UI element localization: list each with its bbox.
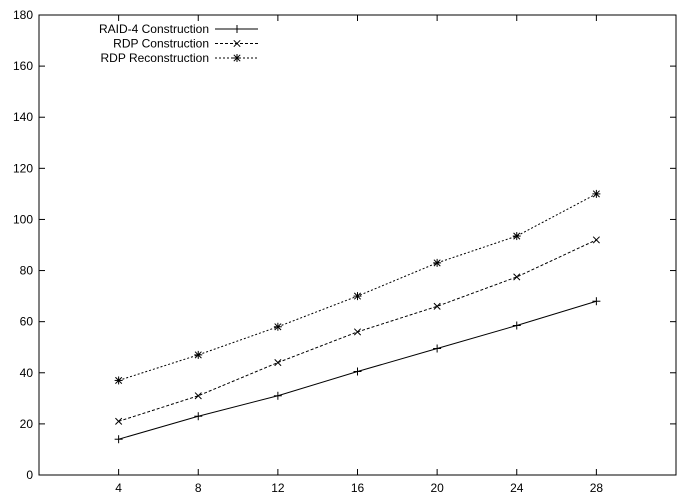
y-tick-label: 100 — [13, 212, 33, 226]
data-point — [194, 412, 203, 421]
data-point — [513, 273, 521, 281]
x-tick-label: 16 — [351, 481, 365, 495]
data-point — [114, 435, 123, 444]
data-point — [433, 302, 441, 310]
data-point — [353, 367, 362, 376]
data-point — [433, 258, 442, 267]
x-tick-label: 20 — [430, 481, 444, 495]
y-tick-label: 80 — [20, 264, 34, 278]
data-point — [233, 54, 241, 62]
data-point — [115, 417, 123, 425]
x-tick-label: 4 — [115, 481, 122, 495]
data-point — [194, 350, 203, 359]
series-line — [118, 193, 597, 381]
y-tick-label: 140 — [13, 110, 33, 124]
data-point — [353, 292, 362, 301]
series-2 — [115, 236, 600, 425]
legend-label: RDP Reconstruction — [101, 51, 210, 65]
data-point — [592, 297, 601, 306]
y-tick-label: 60 — [20, 315, 34, 329]
legend-item: RDP Construction — [113, 37, 258, 51]
legend-label: RDP Construction — [113, 37, 209, 51]
legend-label: RAID-4 Construction — [99, 22, 209, 36]
x-tick-label: 24 — [510, 481, 524, 495]
x-tick-label: 12 — [271, 481, 285, 495]
data-point — [273, 322, 282, 331]
y-axis: 0 20 40 60 80 100 120 140 160 180 — [13, 8, 676, 482]
series-line — [118, 239, 597, 422]
y-tick-label: 120 — [13, 161, 33, 175]
data-point — [274, 359, 282, 367]
data-point — [353, 328, 362, 336]
x-axis: 4 8 12 16 20 24 28 — [115, 15, 603, 495]
x-tick-label: 28 — [590, 481, 604, 495]
series-layer — [114, 189, 601, 444]
data-point — [592, 189, 601, 198]
data-point — [233, 39, 241, 48]
data-point — [512, 321, 521, 330]
y-tick-label: 0 — [26, 468, 33, 482]
series-3 — [114, 189, 601, 385]
data-point — [194, 392, 202, 400]
data-point — [592, 236, 600, 244]
x-tick-label: 8 — [195, 481, 202, 495]
data-point — [273, 391, 282, 400]
y-tick-label: 20 — [20, 417, 34, 431]
data-point — [512, 232, 521, 241]
data-point — [114, 376, 123, 385]
legend-item: RAID-4 Construction — [99, 22, 258, 36]
series-1 — [114, 297, 601, 444]
plot-frame — [38, 14, 677, 476]
legend-item: RDP Reconstruction — [101, 51, 258, 65]
y-tick-label: 160 — [13, 59, 33, 73]
y-tick-label: 40 — [20, 366, 34, 380]
y-tick-label: 180 — [13, 8, 33, 22]
data-point — [433, 344, 442, 353]
data-point — [233, 25, 241, 33]
